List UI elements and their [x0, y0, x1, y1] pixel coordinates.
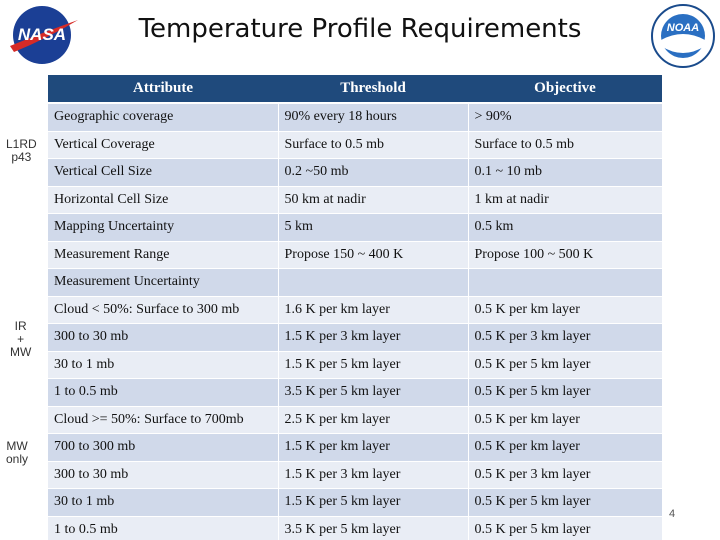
table-cell: Cloud >= 50%: Surface to 700mb	[48, 406, 279, 434]
table-cell: 0.1 ~ 10 mb	[468, 158, 663, 187]
side-label-line: MW	[10, 345, 32, 359]
table-cell: Cloud < 50%: Surface to 300 mb	[48, 296, 279, 324]
table-cell: 3.5 K per 5 km layer	[278, 378, 469, 407]
table-cell: 1 to 0.5 mb	[48, 378, 279, 407]
table-cell: Vertical Coverage	[48, 131, 279, 159]
table-row: Vertical Cell Size 0.2 ~50 mb 0.1 ~ 10 mb	[48, 158, 663, 187]
title: Temperature Profile Requirements	[138, 14, 582, 44]
table-cell: Vertical Cell Size	[48, 158, 279, 187]
table-cell	[278, 268, 469, 297]
side-label: IR + MW	[10, 320, 31, 359]
nasa-logo: NASA	[10, 6, 78, 64]
table-cell: 700 to 300 mb	[48, 433, 279, 462]
table-row: 300 to 30 mb 1.5 K per 3 km layer 0.5 K pe…	[48, 461, 663, 489]
table-cell: 0.2 ~50 mb	[278, 158, 469, 187]
table-cell	[468, 268, 663, 297]
table-cell: 90% every 18 hours	[278, 103, 469, 132]
table-cell: Propose 100 ~ 500 K	[468, 241, 663, 269]
table-row: Cloud >= 50%: Surface to 700mb 2.5 K per …	[48, 406, 663, 434]
table-row: Cloud < 50%: Surface to 300 mb 1.6 K per …	[48, 296, 663, 324]
table-row: 1 to 0.5 mb 3.5 K per 5 km layer 0.5 K per…	[48, 378, 663, 407]
side-label-line: only	[6, 452, 29, 466]
column-header: Threshold	[278, 75, 468, 104]
table-cell: 300 to 30 mb	[48, 461, 279, 489]
table-cell: Surface to 0.5 mb	[468, 131, 663, 159]
side-label-line: +	[17, 332, 25, 346]
table-cell: 300 to 30 mb	[48, 323, 279, 352]
table-row: Mapping Uncertainty 5 km 0.5 km	[48, 213, 663, 242]
table-cell: 30 to 1 mb	[48, 488, 279, 517]
table-cell: 1.5 K per 3 km layer	[278, 461, 469, 489]
table-cell: 0.5 K per 5 km layer	[468, 378, 663, 407]
table-row: Measurement Uncertainty	[48, 268, 663, 297]
table-cell: 3.5 K per 5 km layer	[278, 516, 469, 540]
table-cell: 30 to 1 mb	[48, 351, 279, 379]
column-header: Attribute	[48, 75, 278, 104]
table-cell: Measurement Range	[48, 241, 279, 269]
table-cell: 0.5 K per km layer	[468, 433, 663, 462]
table-cell: Propose 150 ~ 400 K	[278, 241, 469, 269]
table-cell: 5 km	[278, 213, 469, 242]
side-label-line: L1RD	[6, 137, 37, 151]
side-label: MW only	[6, 440, 28, 466]
table-row: 1 to 0.5 mb 3.5 K per 5 km layer 0.5 K per…	[48, 516, 663, 540]
table-cell: 1.5 K per km layer	[278, 433, 469, 462]
nasa-text: NASA	[18, 25, 66, 44]
noaa-logo: NOAA	[651, 4, 715, 68]
table-cell: 1.5 K per 5 km layer	[278, 351, 469, 379]
table-row: Geographic coverage 90% every 18 hours > 9…	[48, 103, 663, 132]
requirements-table: Attribute Threshold Objective Geographic c…	[48, 75, 663, 540]
table-cell: 1.5 K per 3 km layer	[278, 323, 469, 352]
table-cell: 1.6 K per km layer	[278, 296, 469, 324]
side-label-line: MW	[6, 439, 28, 453]
table-cell: 0.5 K per km layer	[468, 296, 663, 324]
table-row: Horizontal Cell Size 50 km at nadir 1 km a…	[48, 186, 663, 214]
column-header: Objective	[468, 75, 662, 104]
table-row: 300 to 30 mb 1.5 K per 3 km layer 0.5 K pe…	[48, 323, 663, 352]
table-cell: Measurement Uncertainty	[48, 268, 279, 297]
table-cell: 0.5 K per 5 km layer	[468, 488, 663, 517]
table-cell: 50 km at nadir	[278, 186, 469, 214]
table-cell: 1 km at nadir	[468, 186, 663, 214]
table-cell: Surface to 0.5 mb	[278, 131, 469, 159]
side-label: L1RD p43	[6, 138, 37, 164]
table-cell: 0.5 K per 5 km layer	[468, 351, 663, 379]
table-cell: 0.5 K per km layer	[468, 406, 663, 434]
table-row: 30 to 1 mb 1.5 K per 5 km layer 0.5 K per …	[48, 351, 663, 379]
side-label-line: p43	[11, 150, 32, 164]
table-row: Vertical Coverage Surface to 0.5 mb Surfac…	[48, 131, 663, 159]
table-row: 30 to 1 mb 1.5 K per 5 km layer 0.5 K per …	[48, 488, 663, 517]
header-row: Attribute Threshold Objective	[48, 75, 662, 104]
table-cell: 2.5 K per km layer	[278, 406, 469, 434]
table-cell: 0.5 km	[468, 213, 663, 242]
table-row: 700 to 300 mb 1.5 K per km layer 0.5 K per…	[48, 433, 663, 462]
page-number: 4	[669, 508, 676, 520]
table-cell: 0.5 K per 3 km layer	[468, 461, 663, 489]
table-cell: Mapping Uncertainty	[48, 213, 279, 242]
table-cell: 0.5 K per 5 km layer	[468, 516, 663, 540]
noaa-text: NOAA	[667, 22, 699, 34]
table-cell: 1 to 0.5 mb	[48, 516, 279, 540]
table-cell: Geographic coverage	[48, 103, 279, 132]
table-cell: 1.5 K per 5 km layer	[278, 488, 469, 517]
table-cell: Horizontal Cell Size	[48, 186, 279, 214]
side-label-line: IR	[14, 319, 27, 333]
table-cell: > 90%	[468, 103, 663, 132]
table-row: Measurement Range Propose 150 ~ 400 K Prop…	[48, 241, 663, 269]
table-cell: 0.5 K per 3 km layer	[468, 323, 663, 352]
